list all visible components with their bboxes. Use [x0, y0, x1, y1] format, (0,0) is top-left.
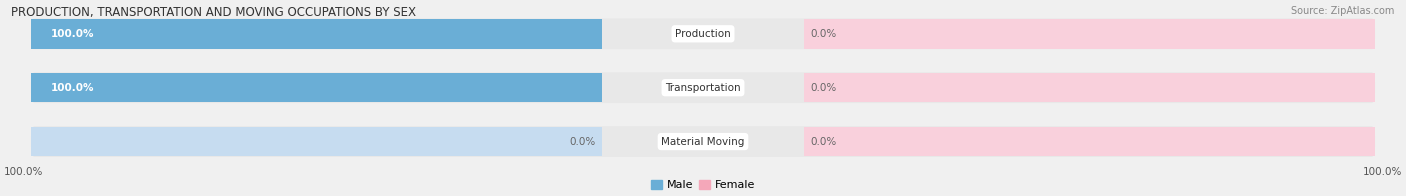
Text: 100.0%: 100.0%: [1362, 167, 1402, 177]
Legend: Male, Female: Male, Female: [647, 175, 759, 195]
Text: Source: ZipAtlas.com: Source: ZipAtlas.com: [1291, 6, 1395, 16]
Bar: [804, 127, 1375, 156]
Text: 0.0%: 0.0%: [810, 83, 837, 93]
FancyBboxPatch shape: [31, 18, 1375, 49]
Bar: [31, 127, 602, 156]
Bar: [804, 19, 1375, 49]
FancyBboxPatch shape: [31, 126, 1375, 157]
Text: 0.0%: 0.0%: [810, 29, 837, 39]
FancyBboxPatch shape: [31, 72, 1375, 103]
Text: PRODUCTION, TRANSPORTATION AND MOVING OCCUPATIONS BY SEX: PRODUCTION, TRANSPORTATION AND MOVING OC…: [11, 6, 416, 19]
Bar: [804, 73, 1375, 103]
Text: 100.0%: 100.0%: [4, 167, 44, 177]
Bar: [31, 19, 602, 49]
Text: 0.0%: 0.0%: [569, 137, 596, 147]
Bar: [31, 73, 602, 103]
Bar: [31, 73, 602, 103]
Text: Transportation: Transportation: [665, 83, 741, 93]
Text: 100.0%: 100.0%: [51, 83, 94, 93]
Text: 0.0%: 0.0%: [810, 137, 837, 147]
Bar: [31, 19, 602, 49]
Text: 100.0%: 100.0%: [51, 29, 94, 39]
Text: Production: Production: [675, 29, 731, 39]
Text: Material Moving: Material Moving: [661, 137, 745, 147]
